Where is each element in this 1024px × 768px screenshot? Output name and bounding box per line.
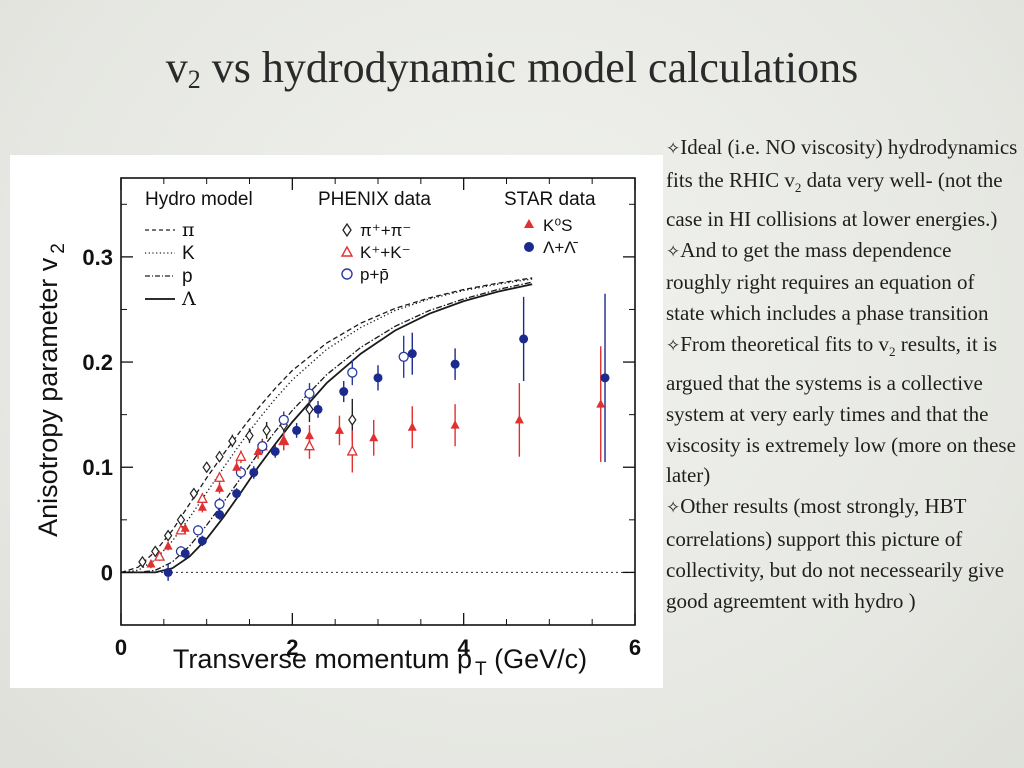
legend-hydro-lambda: Λ bbox=[181, 288, 196, 310]
data-point-open-diamond bbox=[348, 413, 357, 426]
data-point-filled-triangle bbox=[334, 425, 344, 434]
data-point-filled-circle bbox=[197, 536, 207, 546]
data-point-filled-triangle bbox=[514, 414, 524, 424]
data-point-filled-triangle bbox=[197, 502, 207, 511]
bullet-3: ✧From theoretical fits to v2 results, it… bbox=[666, 331, 1016, 488]
data-point-filled-circle bbox=[339, 387, 349, 397]
x-tick-label: 2 bbox=[286, 635, 298, 660]
x-tick-label: 6 bbox=[629, 635, 641, 660]
data-point-filled-circle bbox=[450, 359, 460, 369]
data-point-filled-triangle bbox=[450, 420, 460, 429]
y-tick-label: 0.2 bbox=[82, 350, 113, 375]
data-point-filled-triangle bbox=[146, 558, 156, 568]
data-point-open-diamond bbox=[305, 403, 314, 416]
legend-star-lambda: Λ+Λ̄ bbox=[543, 238, 579, 257]
data-point-filled-circle bbox=[600, 373, 610, 383]
data-point-open-triangle bbox=[196, 492, 208, 503]
data-point-filled-triangle bbox=[369, 432, 379, 442]
data-point-open-circle bbox=[398, 351, 409, 362]
data-point-open-diamond bbox=[189, 487, 199, 500]
star-bullet-icon: ✧ bbox=[666, 498, 681, 519]
data-point-open-circle bbox=[257, 441, 268, 452]
data-point-filled-triangle bbox=[407, 422, 417, 431]
bullet-4: ✧Other results (most strongly, HBT corre… bbox=[666, 494, 1005, 613]
legend-phenix-proton: p+p̄ bbox=[360, 265, 389, 284]
legend-k0s-marker bbox=[524, 219, 534, 228]
legend-hydro-pi: π bbox=[182, 219, 195, 241]
legend-proton-marker bbox=[341, 268, 353, 280]
data-point-filled-circle bbox=[232, 489, 242, 499]
data-point-open-diamond bbox=[228, 434, 237, 447]
legend-star-k0s: K⁰S bbox=[543, 216, 573, 235]
data-point-open-diamond bbox=[202, 461, 211, 474]
v2-chart: 0 2 4 6 0 0.1 0.2 0.3 Anisotropy parameter v2 T… bbox=[33, 177, 641, 680]
data-point-filled-circle bbox=[249, 467, 259, 477]
data-point-filled-triangle bbox=[232, 462, 242, 471]
data-point-filled-circle bbox=[292, 425, 302, 435]
data-point-open-triangle bbox=[235, 450, 247, 461]
star-bullet-icon: ✧ bbox=[666, 335, 681, 356]
data-point-filled-triangle bbox=[253, 446, 263, 455]
y-tick-label: 0.3 bbox=[82, 245, 113, 270]
legend-hydro-p: p bbox=[182, 266, 193, 287]
data-point-open-circle bbox=[347, 367, 358, 378]
data-point-filled-triangle bbox=[596, 399, 606, 408]
legend-phenix: PHENIX data π⁺+π⁻ K⁺+K⁻ p+p̄ bbox=[318, 189, 431, 284]
star-bullet-icon: ✧ bbox=[666, 139, 681, 159]
data-point-filled-circle bbox=[407, 349, 417, 359]
legend-hydro-k: K bbox=[182, 243, 195, 264]
data-point-filled-circle bbox=[373, 373, 383, 383]
bullet-1: ✧Ideal (i.e. NO viscosity) hydrodynamics… bbox=[666, 135, 1018, 231]
data-point-filled-circle bbox=[163, 567, 173, 577]
data-point-open-triangle bbox=[346, 445, 358, 456]
hydro-curve-dotted bbox=[121, 278, 533, 574]
data-point-filled-triangle bbox=[180, 523, 190, 532]
star-bullet-icon: ✧ bbox=[666, 241, 681, 262]
data-point-open-diamond bbox=[262, 424, 271, 437]
data-point-open-circle bbox=[192, 525, 204, 536]
data-point-filled-triangle bbox=[163, 541, 173, 550]
legend-phenix-title: PHENIX data bbox=[318, 189, 431, 210]
legend-hydro-title: Hydro model bbox=[145, 189, 253, 210]
data-point-open-diamond bbox=[215, 450, 224, 463]
x-tick-label: 4 bbox=[458, 635, 471, 660]
data-point-open-triangle bbox=[153, 550, 166, 561]
slide-title: v2 vs hydrodynamic model calculations bbox=[165, 43, 859, 94]
data-point-open-circle bbox=[278, 414, 289, 426]
bullet-2: ✧And to get the mass dependence roughly … bbox=[666, 237, 989, 326]
data-point-open-triangle bbox=[303, 439, 316, 451]
data-point-filled-circle bbox=[313, 404, 323, 414]
legend-pion-marker bbox=[342, 222, 352, 238]
y-tick-label: 0.1 bbox=[82, 455, 113, 480]
data-point-filled-circle bbox=[180, 548, 190, 558]
bullet-list: ✧Ideal (i.e. NO viscosity) hydrodynamics… bbox=[666, 132, 1018, 616]
legend-phenix-kaon: K⁺+K⁻ bbox=[360, 243, 411, 262]
legend-phenix-pion: π⁺+π⁻ bbox=[360, 221, 411, 240]
data-point-filled-circle bbox=[519, 334, 529, 344]
legend-star-title: STAR data bbox=[504, 189, 596, 210]
legend-kaon-marker bbox=[340, 245, 354, 257]
y-tick-label: 0 bbox=[101, 560, 113, 585]
data-point-filled-triangle bbox=[304, 430, 314, 440]
data-point-open-diamond bbox=[151, 545, 160, 558]
data-point-open-diamond bbox=[163, 529, 173, 542]
legend-hydro: Hydro model π K p Λ bbox=[145, 189, 253, 310]
data-point-filled-circle bbox=[270, 446, 280, 456]
data-point-filled-triangle bbox=[215, 483, 225, 492]
data-point-filled-circle bbox=[215, 510, 225, 520]
v2-chart-figure: 0 2 4 6 0 0.1 0.2 0.3 Anisotropy parameter v2 T… bbox=[10, 155, 663, 688]
data-point-open-circle bbox=[304, 388, 315, 399]
data-point-open-circle bbox=[214, 498, 225, 510]
data-point-open-diamond bbox=[245, 429, 254, 442]
data-point-open-diamond bbox=[138, 555, 147, 568]
hydro-curve-dashdot bbox=[121, 281, 533, 574]
data-point-filled-triangle bbox=[279, 435, 289, 445]
legend-star: STAR data K⁰S Λ+Λ̄ bbox=[504, 189, 596, 257]
y-axis-label: Anisotropy parameter v2 bbox=[33, 243, 69, 537]
data-point-open-diamond bbox=[176, 513, 186, 526]
legend-lambda-marker bbox=[524, 242, 534, 252]
data-point-open-triangle bbox=[213, 471, 226, 482]
x-tick-label: 0 bbox=[115, 635, 127, 660]
